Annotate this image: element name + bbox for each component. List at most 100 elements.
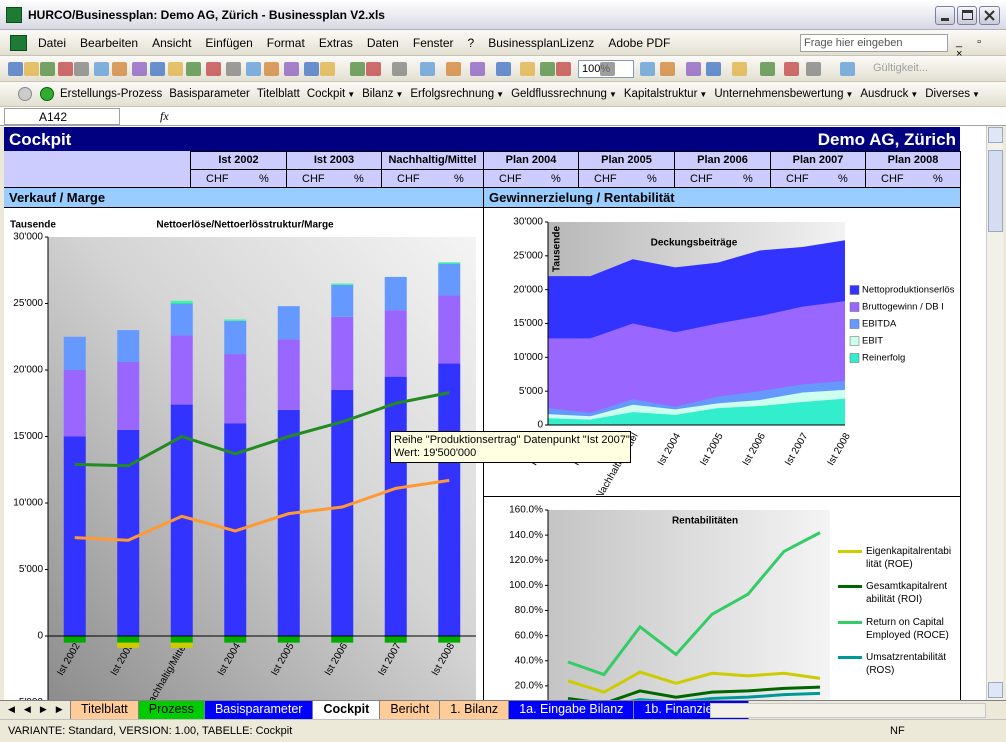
toolbar-icon[interactable] xyxy=(132,62,147,76)
toolbar-icon[interactable] xyxy=(350,62,365,76)
toolbar-icon[interactable] xyxy=(112,62,127,76)
toolbar-menu[interactable]: Bilanz ▼ xyxy=(362,88,403,100)
sheet-tab[interactable]: Prozess xyxy=(137,701,205,720)
toolbar-icon[interactable] xyxy=(496,62,511,76)
toolbar-icon[interactable] xyxy=(732,62,747,76)
legend-swatch xyxy=(838,550,862,553)
toolbar-icon[interactable] xyxy=(470,62,485,76)
toolbar-menu[interactable]: Kapitalstruktur ▼ xyxy=(624,88,707,100)
menu-item[interactable]: Datei xyxy=(38,36,67,50)
scroll-thumb[interactable] xyxy=(988,150,1003,232)
bar-segment xyxy=(331,283,354,285)
column-header: Plan 2006 xyxy=(674,151,771,170)
toolbar-icon[interactable] xyxy=(784,62,799,76)
unit-row: CHF% xyxy=(865,169,961,188)
bar-segment xyxy=(224,319,247,321)
toolbar-icon[interactable] xyxy=(806,62,821,76)
toolbar-icon[interactable] xyxy=(320,62,335,76)
toolbar-icon[interactable] xyxy=(686,62,701,76)
toolbar-icon[interactable] xyxy=(206,62,221,76)
chart-title: Deckungsbeiträge xyxy=(651,238,738,249)
toolbar-icon[interactable] xyxy=(520,62,535,76)
sheet-tab[interactable]: Bericht xyxy=(379,701,441,720)
close-button[interactable] xyxy=(979,6,1000,25)
unit-row: CHF% xyxy=(578,169,675,188)
toolbar-icon[interactable] xyxy=(168,62,183,76)
toolbar-menu[interactable]: Diverses ▼ xyxy=(925,88,980,100)
toolbar-icon[interactable] xyxy=(94,62,109,76)
go-icon[interactable] xyxy=(40,87,54,101)
back-icon[interactable] xyxy=(18,87,32,101)
toolbar-menu[interactable]: Basisparameter xyxy=(169,88,250,100)
toolbar-icon[interactable] xyxy=(226,62,241,76)
y-tick-label: 5'000 xyxy=(519,386,544,397)
legend-swatch xyxy=(838,585,862,588)
toolbar-menu[interactable]: Unternehmensbewertung ▼ xyxy=(714,88,853,100)
tab-nav[interactable]: ◀◀▶▶ xyxy=(8,704,72,714)
menu-item[interactable]: Extras xyxy=(318,36,353,50)
toolbar-icon[interactable] xyxy=(556,62,571,76)
sheet-tab[interactable]: Cockpit xyxy=(312,701,381,720)
toolbar-menu-label: Diverses xyxy=(925,88,970,100)
scroll-up[interactable] xyxy=(988,127,1003,143)
toolbar-icon[interactable] xyxy=(446,62,461,76)
toolbar-icon[interactable] xyxy=(24,62,39,76)
menu-item[interactable]: Fenster xyxy=(412,36,454,50)
menu-item[interactable]: Adobe PDF xyxy=(608,36,671,50)
h-scrollbar[interactable] xyxy=(710,703,986,718)
menu-item[interactable]: Bearbeiten xyxy=(80,36,139,50)
sheet-tab[interactable]: Basisparameter xyxy=(203,701,314,720)
toolbar-icon[interactable] xyxy=(186,62,201,76)
toolbar-icon[interactable] xyxy=(74,62,89,76)
validity-button[interactable]: Gültigkeit... xyxy=(873,62,929,74)
y-tick-label: 80.0% xyxy=(515,605,543,616)
sheet-tab[interactable]: 1a. Eingabe Bilanz xyxy=(508,701,635,720)
unit-row: CHF% xyxy=(381,169,484,188)
toolbar-icon[interactable] xyxy=(760,62,775,76)
toolbar-icon[interactable] xyxy=(706,62,721,76)
maximize-button[interactable] xyxy=(957,6,977,25)
toolbar-menu[interactable]: Titelblatt xyxy=(257,88,300,100)
menu-item[interactable]: Einfügen xyxy=(205,36,253,50)
toolbar-menu-label: Ausdruck xyxy=(860,88,909,100)
toolbar-menu[interactable]: Cockpit ▼ xyxy=(307,88,355,100)
toolbar-icon[interactable] xyxy=(264,62,279,76)
sheet-tab[interactable]: Titelblatt xyxy=(70,701,139,720)
bar-segment xyxy=(224,354,247,424)
menu-item[interactable]: Ansicht xyxy=(152,36,192,50)
toolbar-icon[interactable] xyxy=(284,62,299,76)
unit-label: % xyxy=(933,173,943,185)
toolbar-icon[interactable] xyxy=(392,62,407,76)
toolbar-icon[interactable] xyxy=(58,62,73,76)
toolbar-icon[interactable] xyxy=(640,62,655,76)
v-scrollbar[interactable] xyxy=(986,126,1003,700)
toolbar-icon[interactable] xyxy=(600,62,615,76)
toolbar-menu[interactable]: Erstellungs-Prozess xyxy=(60,88,162,100)
toolbar-icon[interactable] xyxy=(246,62,261,76)
menu-item[interactable]: ? xyxy=(467,36,475,50)
toolbar-icon[interactable] xyxy=(8,62,23,76)
menu-item[interactable]: Format xyxy=(266,36,305,50)
toolbar-icon[interactable] xyxy=(40,62,55,76)
toolbar-menu[interactable]: Geldflussrechnung ▼ xyxy=(511,88,617,100)
y-tick-label: 100.0% xyxy=(509,580,543,591)
toolbar-menu[interactable]: Ausdruck ▼ xyxy=(860,88,918,100)
toolbar-icon[interactable] xyxy=(540,62,555,76)
chart-sales: Nettoerlöse/Nettoerlösstruktur/Marge Taus… xyxy=(10,220,476,700)
toolbar-icon[interactable] xyxy=(304,62,319,76)
unit-label: CHF xyxy=(786,173,809,185)
toolbar-icon[interactable] xyxy=(150,62,165,76)
name-box[interactable]: A142 xyxy=(4,108,120,125)
toolbar-icon[interactable] xyxy=(660,62,675,76)
toolbar-icon[interactable] xyxy=(840,62,855,76)
toolbar-menu[interactable]: Erfolgsrechnung ▼ xyxy=(410,88,504,100)
toolbar-icon[interactable] xyxy=(366,62,381,76)
scroll-down[interactable] xyxy=(988,682,1003,698)
menu-item[interactable]: BusinessplanLizenz xyxy=(488,36,595,50)
chart-profitability-wrap: Rentabilitäten 20.0% 40.0% 60.0% 80.0% 100.0%… xyxy=(484,497,960,700)
toolbar-icon[interactable] xyxy=(420,62,435,76)
sheet-tab[interactable]: 1. Bilanz xyxy=(439,701,510,720)
help-box[interactable]: Frage hier eingeben xyxy=(800,34,948,52)
minimize-button[interactable] xyxy=(935,6,955,25)
menu-item[interactable]: Daten xyxy=(366,36,399,50)
